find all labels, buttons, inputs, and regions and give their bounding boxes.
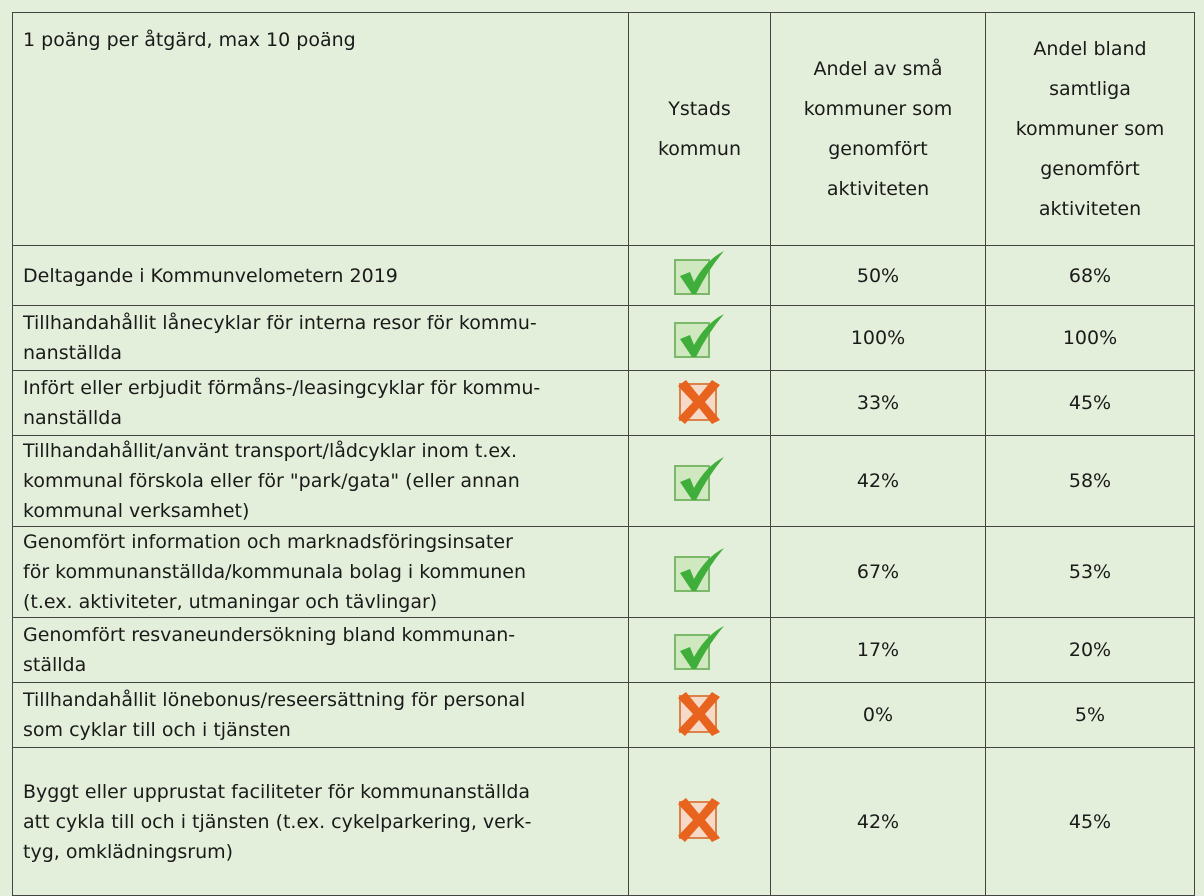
- row-label: Genomfört information och marknadsföring…: [12, 526, 629, 618]
- data-row: Byggt eller upprustat faciliteter för ko…: [12, 747, 1195, 896]
- label-line: att cykla till och i tjänsten (t.ex. cyk…: [23, 810, 532, 833]
- label-line: för kommunanställda/kommunala bolag i ko…: [23, 561, 527, 583]
- label-line: Tillhandahållit lånecyklar för interna r…: [23, 312, 537, 334]
- status-cell: [628, 245, 771, 306]
- data-row: Genomfört information och marknadsföring…: [12, 526, 1195, 618]
- check-icon: [672, 251, 728, 303]
- status-cell: [628, 435, 771, 527]
- status-cell: [628, 370, 771, 436]
- small-share: 42%: [770, 747, 986, 896]
- header-cell: Andel bland samtliga kommuner som genomf…: [985, 12, 1195, 246]
- label-line: Genomfört information och marknadsföring…: [23, 531, 513, 553]
- check-icon: [672, 547, 728, 600]
- all-share: 58%: [985, 435, 1195, 527]
- all-share: 20%: [985, 617, 1195, 683]
- label-line: som cyklar till och i tjänsten: [23, 719, 291, 741]
- all-share: 45%: [985, 370, 1195, 436]
- small-share: 0%: [770, 682, 986, 748]
- row-label: Tillhandahållit lånecyklar för interna r…: [12, 305, 629, 371]
- cross-icon: [672, 379, 728, 431]
- small-share: 50%: [770, 245, 986, 306]
- status-cell: [628, 682, 771, 748]
- row-label: Genomfört resvaneundersökning bland komm…: [12, 617, 629, 683]
- data-row: Genomfört resvaneundersökning bland komm…: [12, 617, 1195, 683]
- header-cell: Ystads kommun: [628, 12, 771, 246]
- row-label: Tillhandahållit lönebonus/reseersättning…: [12, 682, 629, 748]
- status-cell: [628, 305, 771, 371]
- label-line: Byggt eller upprustat faciliteter för ko…: [23, 780, 531, 803]
- check-icon: [672, 625, 728, 678]
- check-icon: [672, 456, 728, 509]
- row-label: Infört eller erbjudit förmåns-/leasingcy…: [12, 370, 629, 436]
- row-label: Deltagande i Kommunvelometern 2019: [12, 245, 629, 306]
- all-share: 53%: [985, 526, 1195, 618]
- small-share: 42%: [770, 435, 986, 527]
- cross-icon: [672, 798, 728, 849]
- status-cell: [628, 526, 771, 618]
- score-table: 1 poäng per åtgärd, max 10 poäng Ystads k…: [12, 12, 1195, 896]
- label-line: tyg, omklädningsrum): [23, 840, 234, 863]
- label-line: Genomfört resvaneundersökning bland komm…: [23, 624, 516, 646]
- label-line: Tillhandahållit/använt transport/lådcykl…: [23, 440, 518, 462]
- check-icon: [672, 313, 728, 366]
- all-share: 68%: [985, 245, 1195, 306]
- row-label: Tillhandahållit/använt transport/lådcykl…: [12, 435, 629, 527]
- header-cell: Andel av små kommuner som genomfört akti…: [770, 12, 986, 246]
- label-line: ställda: [23, 654, 87, 676]
- table-body: 1 poäng per åtgärd, max 10 poäng Ystads k…: [12, 12, 1195, 896]
- small-share: 67%: [770, 526, 986, 618]
- row-label: Byggt eller upprustat faciliteter för ko…: [12, 747, 629, 896]
- small-share: 33%: [770, 370, 986, 436]
- header-cell: 1 poäng per åtgärd, max 10 poäng: [12, 12, 629, 246]
- header-row: 1 poäng per åtgärd, max 10 poäng Ystads k…: [12, 12, 1195, 246]
- data-row: Infört eller erbjudit förmåns-/leasingcy…: [12, 370, 1195, 436]
- label-line: kommunal verksamhet): [23, 500, 250, 522]
- label-line: nanställda: [23, 407, 122, 429]
- status-cell: [628, 617, 771, 683]
- data-row: Tillhandahållit/använt transport/lådcykl…: [12, 435, 1195, 527]
- label-line: (t.ex. aktiviteter, utmaningar och tävli…: [23, 591, 438, 613]
- small-share: 17%: [770, 617, 986, 683]
- label-line: kommunal förskola eller för "park/gata" …: [23, 470, 520, 492]
- small-share: 100%: [770, 305, 986, 371]
- label-line: Infört eller erbjudit förmåns-/leasingcy…: [23, 377, 541, 399]
- all-share: 5%: [985, 682, 1195, 748]
- data-row: Tillhandahållit lönebonus/reseersättning…: [12, 682, 1195, 748]
- label-line: Deltagande i Kommunvelometern 2019: [23, 264, 398, 287]
- data-row: Deltagande i Kommunvelometern 2019 50% 68%: [12, 245, 1195, 306]
- data-row: Tillhandahållit lånecyklar för interna r…: [12, 305, 1195, 371]
- label-line: Tillhandahållit lönebonus/reseersättning…: [23, 689, 526, 711]
- all-share: 100%: [985, 305, 1195, 371]
- cross-icon: [672, 691, 728, 743]
- label-line: nanställda: [23, 342, 122, 364]
- status-cell: [628, 747, 771, 896]
- all-share: 45%: [985, 747, 1195, 896]
